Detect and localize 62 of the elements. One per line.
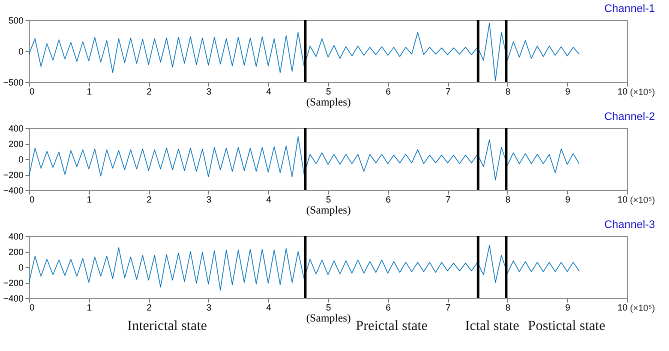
y-tick-label: −200 (3, 278, 24, 288)
x-axis-title: (Samples) (306, 312, 352, 324)
x-tick-label: 7 (446, 302, 451, 312)
x-tick-label: 10 (617, 194, 628, 204)
x-tick-label: 6 (386, 86, 391, 96)
x-tick-label: 2 (146, 302, 152, 312)
x-axis-title: (Samples) (306, 96, 352, 108)
x-tick-label: 2 (146, 86, 152, 96)
x-tick-label: 6 (386, 302, 391, 312)
y-tick-label: 0 (18, 46, 24, 56)
chart-title: Channel-3 (604, 219, 655, 231)
x-tick-label: 7 (446, 194, 451, 204)
text: Preictal state (356, 319, 428, 334)
text: (×10⁵) (630, 87, 655, 97)
y-tick-label: −500 (3, 78, 24, 88)
x-tick-label: 3 (206, 86, 212, 96)
y-tick-label: 500 (8, 16, 24, 26)
x-tick-label: 0 (30, 86, 35, 96)
x-tick-label: 5 (326, 302, 332, 312)
line-series (29, 22, 580, 82)
x-tick-label: 10 (617, 302, 628, 312)
line-series (29, 244, 580, 291)
text: Interictal state (127, 319, 207, 334)
chart-title: Channel-2 (604, 111, 655, 123)
x-tick-label: 9 (565, 194, 570, 204)
y-tick-label: −400 (3, 186, 24, 196)
x-tick-label: 6 (386, 194, 391, 204)
y-tick-label: 0 (18, 262, 24, 272)
y-tick-label: −400 (3, 294, 24, 304)
x-tick-label: 9 (565, 86, 570, 96)
x-tick-label: 7 (446, 86, 451, 96)
x-tick-label: 10 (617, 86, 628, 96)
text: (×10⁵) (630, 303, 655, 313)
x-axis-title: (Samples) (306, 204, 352, 216)
x-tick-label: 8 (505, 194, 510, 204)
x-tick-label: 1 (86, 86, 92, 96)
x-tick-label: 8 (505, 302, 510, 312)
x-tick-label: 9 (565, 302, 570, 312)
x-tick-label: 5 (326, 86, 332, 96)
x-tick-label: 1 (86, 302, 92, 312)
x-tick-label: 3 (206, 302, 212, 312)
text: Ictal state (465, 319, 520, 334)
x-tick-label: 4 (266, 302, 272, 312)
line-series (29, 136, 580, 180)
x-tick-label: 0 (30, 302, 35, 312)
text: Postictal state (528, 319, 606, 334)
x-tick-label: 8 (505, 86, 510, 96)
chart-title: Channel-1 (604, 3, 655, 15)
y-tick-label: 400 (8, 232, 24, 242)
x-tick-label: 5 (326, 194, 332, 204)
x-tick-label: 3 (206, 194, 212, 204)
x-tick-label: 2 (146, 194, 152, 204)
x-tick-label: 4 (266, 194, 272, 204)
y-tick-label: 400 (8, 124, 24, 134)
x-tick-label: 4 (266, 86, 272, 96)
text: (×10⁵) (630, 195, 655, 205)
x-tick-label: 0 (30, 194, 35, 204)
y-tick-label: 200 (8, 139, 24, 149)
y-tick-label: 0 (18, 154, 24, 164)
y-tick-label: −200 (3, 170, 24, 180)
y-tick-label: 200 (8, 247, 24, 257)
x-tick-label: 1 (86, 194, 92, 204)
